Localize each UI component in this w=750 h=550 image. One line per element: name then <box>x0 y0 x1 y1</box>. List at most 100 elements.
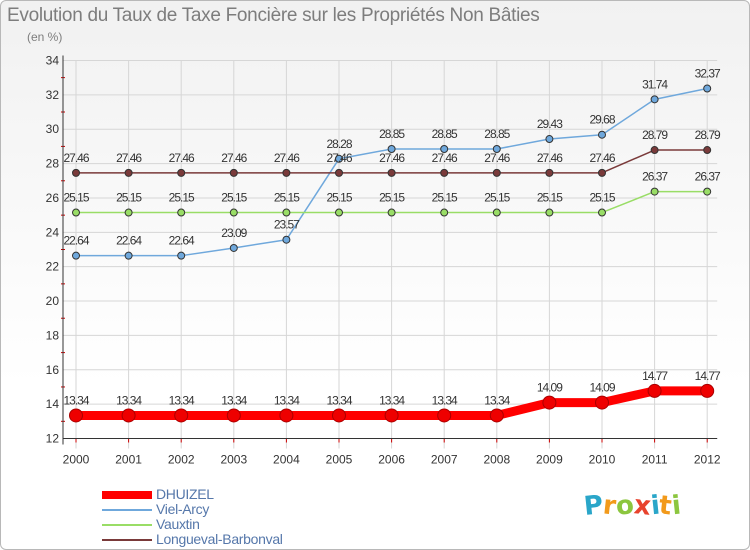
data-point <box>226 408 241 423</box>
legend-swatch <box>102 508 152 511</box>
data-label: 25.15 <box>537 191 563 205</box>
data-point <box>598 130 606 139</box>
data-label: 27.46 <box>432 151 458 165</box>
data-point <box>437 408 452 423</box>
data-label: 25.15 <box>432 191 458 205</box>
y-tick-label: 32 <box>46 88 60 102</box>
data-label: 25.15 <box>221 191 247 205</box>
data-label: 23.09 <box>221 226 247 240</box>
data-labels: 13.34 13.34 13.34 13.34 13.34 13.34 13.34 13.34… <box>63 67 722 408</box>
x-tick-label: 2006 <box>378 453 405 467</box>
x-tick-label: 2003 <box>220 453 247 467</box>
data-label: 26.37 <box>642 170 668 184</box>
data-label: 22.64 <box>63 234 89 248</box>
data-point <box>72 168 80 177</box>
data-point <box>335 168 343 177</box>
data-label: 27.46 <box>589 151 615 165</box>
data-label: 23.57 <box>274 218 300 232</box>
legend-item: Vauxtin <box>102 517 283 532</box>
data-label: 25.15 <box>326 191 352 205</box>
data-point <box>69 408 83 423</box>
data-label: 25.15 <box>116 191 142 205</box>
y-tick-label: 24 <box>46 225 60 239</box>
data-point <box>650 95 659 104</box>
data-point <box>387 208 396 217</box>
data-point <box>650 187 659 196</box>
data-point <box>703 146 712 155</box>
data-point <box>335 208 343 217</box>
data-point <box>387 168 396 177</box>
data-point <box>545 135 554 144</box>
chart-title: Evolution du Taux de Taxe Foncière sur l… <box>7 5 540 26</box>
data-label: 13.34 <box>116 393 142 407</box>
data-label: 32.37 <box>695 67 721 81</box>
data-label: 31.74 <box>642 77 668 91</box>
data-point <box>121 408 136 423</box>
data-point <box>229 168 238 177</box>
x-tick-label: 2008 <box>483 453 510 467</box>
legend-item: Longueval-Barbonval <box>102 532 283 547</box>
data-point <box>595 395 609 410</box>
data-label: 22.64 <box>116 234 142 248</box>
data-point <box>72 208 80 217</box>
data-point <box>387 144 396 153</box>
x-tick-label: 2001 <box>115 453 142 467</box>
x-tick-label: 2002 <box>168 453 195 467</box>
x-tick-label: 2004 <box>273 453 300 467</box>
legend-label: DHUIZEL <box>156 486 214 502</box>
data-label: 25.15 <box>274 191 300 205</box>
data-point <box>177 208 186 217</box>
logo-letter: i <box>670 490 683 522</box>
legend-swatch <box>102 538 152 541</box>
data-point <box>174 408 189 423</box>
data-label: 29.43 <box>537 117 563 131</box>
data-point <box>229 243 238 252</box>
legend-item: DHUIZEL <box>102 487 283 502</box>
data-point <box>177 251 186 260</box>
data-label: 14.09 <box>537 381 563 395</box>
data-point <box>229 208 238 217</box>
data-label: 14.77 <box>695 369 721 383</box>
data-point <box>384 408 399 423</box>
data-label: 13.34 <box>379 393 405 407</box>
data-label: 13.34 <box>221 393 247 407</box>
data-label: 13.34 <box>169 393 195 407</box>
data-label: 13.34 <box>63 393 89 407</box>
data-point <box>332 408 346 423</box>
data-point <box>700 383 715 398</box>
x-tick-label: 2000 <box>63 453 90 467</box>
data-label: 13.34 <box>484 393 510 407</box>
data-label: 28.79 <box>695 128 721 142</box>
y-tick-label: 28 <box>46 157 60 171</box>
data-point <box>124 208 133 217</box>
data-point <box>492 208 501 217</box>
data-label: 25.15 <box>484 191 510 205</box>
data-point <box>72 251 80 260</box>
x-tick-label: 2012 <box>694 453 721 467</box>
y-tick-label: 14 <box>46 397 60 411</box>
data-point <box>124 168 133 177</box>
legend-item: Viel-Arcy <box>102 502 283 517</box>
data-label: 25.15 <box>63 191 89 205</box>
data-label: 13.34 <box>326 393 352 407</box>
data-label: 25.15 <box>589 191 615 205</box>
data-label: 28.85 <box>484 127 510 141</box>
data-label: 22.64 <box>169 234 195 248</box>
y-tick-label: 26 <box>46 191 60 205</box>
data-label: 27.46 <box>169 151 195 165</box>
data-point <box>650 146 659 155</box>
legend-swatch <box>102 523 152 526</box>
data-label: 28.79 <box>642 128 668 142</box>
proxiti-logo: Proxiti <box>582 490 683 522</box>
data-label: 27.46 <box>484 151 510 165</box>
data-point <box>279 408 294 423</box>
legend-label: Longueval-Barbonval <box>156 531 283 547</box>
data-label: 25.15 <box>379 191 405 205</box>
data-label: 13.34 <box>432 393 458 407</box>
data-point <box>545 208 554 217</box>
data-point <box>282 235 291 244</box>
data-label: 28.28 <box>326 137 352 151</box>
data-label: 27.46 <box>326 151 352 165</box>
data-label: 27.46 <box>274 151 300 165</box>
data-point <box>492 144 501 153</box>
